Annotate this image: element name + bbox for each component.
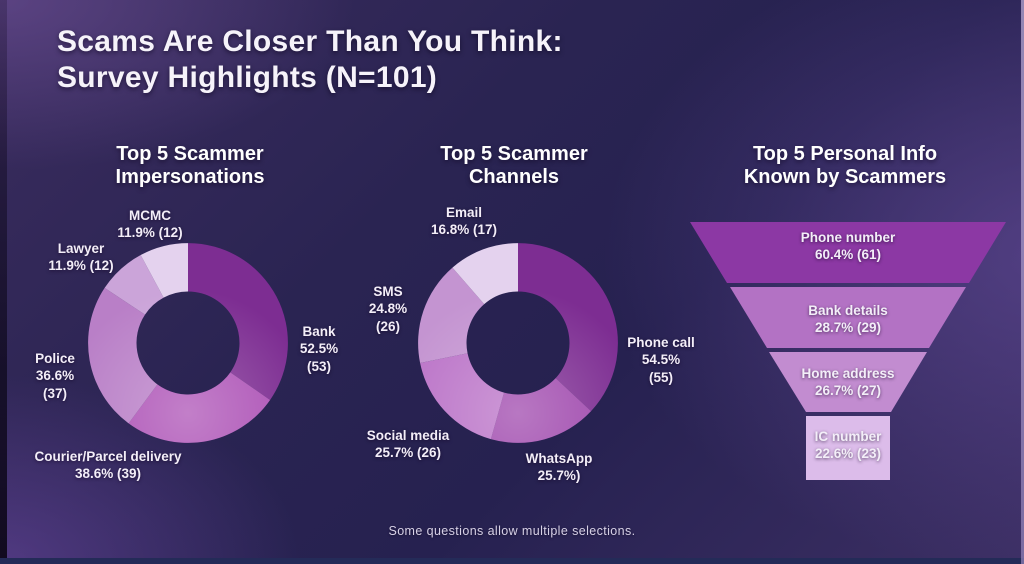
label-whatsapp: WhatsApp 25.7%) <box>525 451 593 484</box>
label-email: Email 16.8% (17) <box>430 205 498 238</box>
page-title-line2: Survey Highlights (N=101) <box>57 61 438 94</box>
funnel-tier-ic-number <box>806 416 890 480</box>
personal-info-funnel-svg <box>690 222 1006 480</box>
label-home-address: Home address 26.7% (27) <box>801 366 895 399</box>
page-title-line1: Scams Are Closer Than You Think: <box>57 25 563 58</box>
label-ic-number: IC number 22.6% (23) <box>814 429 882 462</box>
label-lawyer: Lawyer 11.9% (12) <box>48 241 114 274</box>
channels-donut-chart <box>415 240 621 446</box>
donut-sheen <box>418 243 618 443</box>
bottom-edge-strip <box>0 558 1024 564</box>
label-social-media: Social media 25.7% (26) <box>366 428 450 461</box>
label-courier: Courier/Parcel delivery 38.6% (39) <box>34 449 182 482</box>
funnel-tier-bank-details <box>730 287 966 348</box>
label-bank-details: Bank details 28.7% (29) <box>808 303 888 336</box>
footer-note: Some questions allow multiple selections… <box>388 524 636 538</box>
donut-sheen <box>88 243 288 443</box>
label-sms: SMS 24.8% (26) <box>368 284 408 334</box>
label-mcmc: MCMC 11.9% (12) <box>117 208 183 241</box>
heading-personal-info: Top 5 Personal Info Known by Scammers <box>743 143 947 188</box>
label-phone-number: Phone number 60.4% (61) <box>800 230 896 263</box>
funnel-tier-phone-number <box>690 222 1006 283</box>
impersonations-donut-svg <box>88 243 288 443</box>
channels-donut-svg <box>418 243 618 443</box>
left-edge-shade <box>0 0 7 564</box>
impersonations-donut-chart <box>85 240 291 446</box>
heading-channels: Top 5 Scammer Channels <box>440 143 588 188</box>
page-title: Scams Are Closer Than You Think: Survey … <box>57 24 563 96</box>
label-phone-call: Phone call 54.5% (55) <box>627 335 695 385</box>
personal-info-funnel-chart <box>688 218 1012 484</box>
label-bank: Bank 52.5% (53) <box>299 324 339 374</box>
label-police: Police 36.6% (37) <box>35 351 75 401</box>
funnel-tier-home-address <box>769 352 927 412</box>
heading-impersonations: Top 5 Scammer Impersonations <box>115 143 265 188</box>
right-edge-strip <box>1021 0 1024 564</box>
